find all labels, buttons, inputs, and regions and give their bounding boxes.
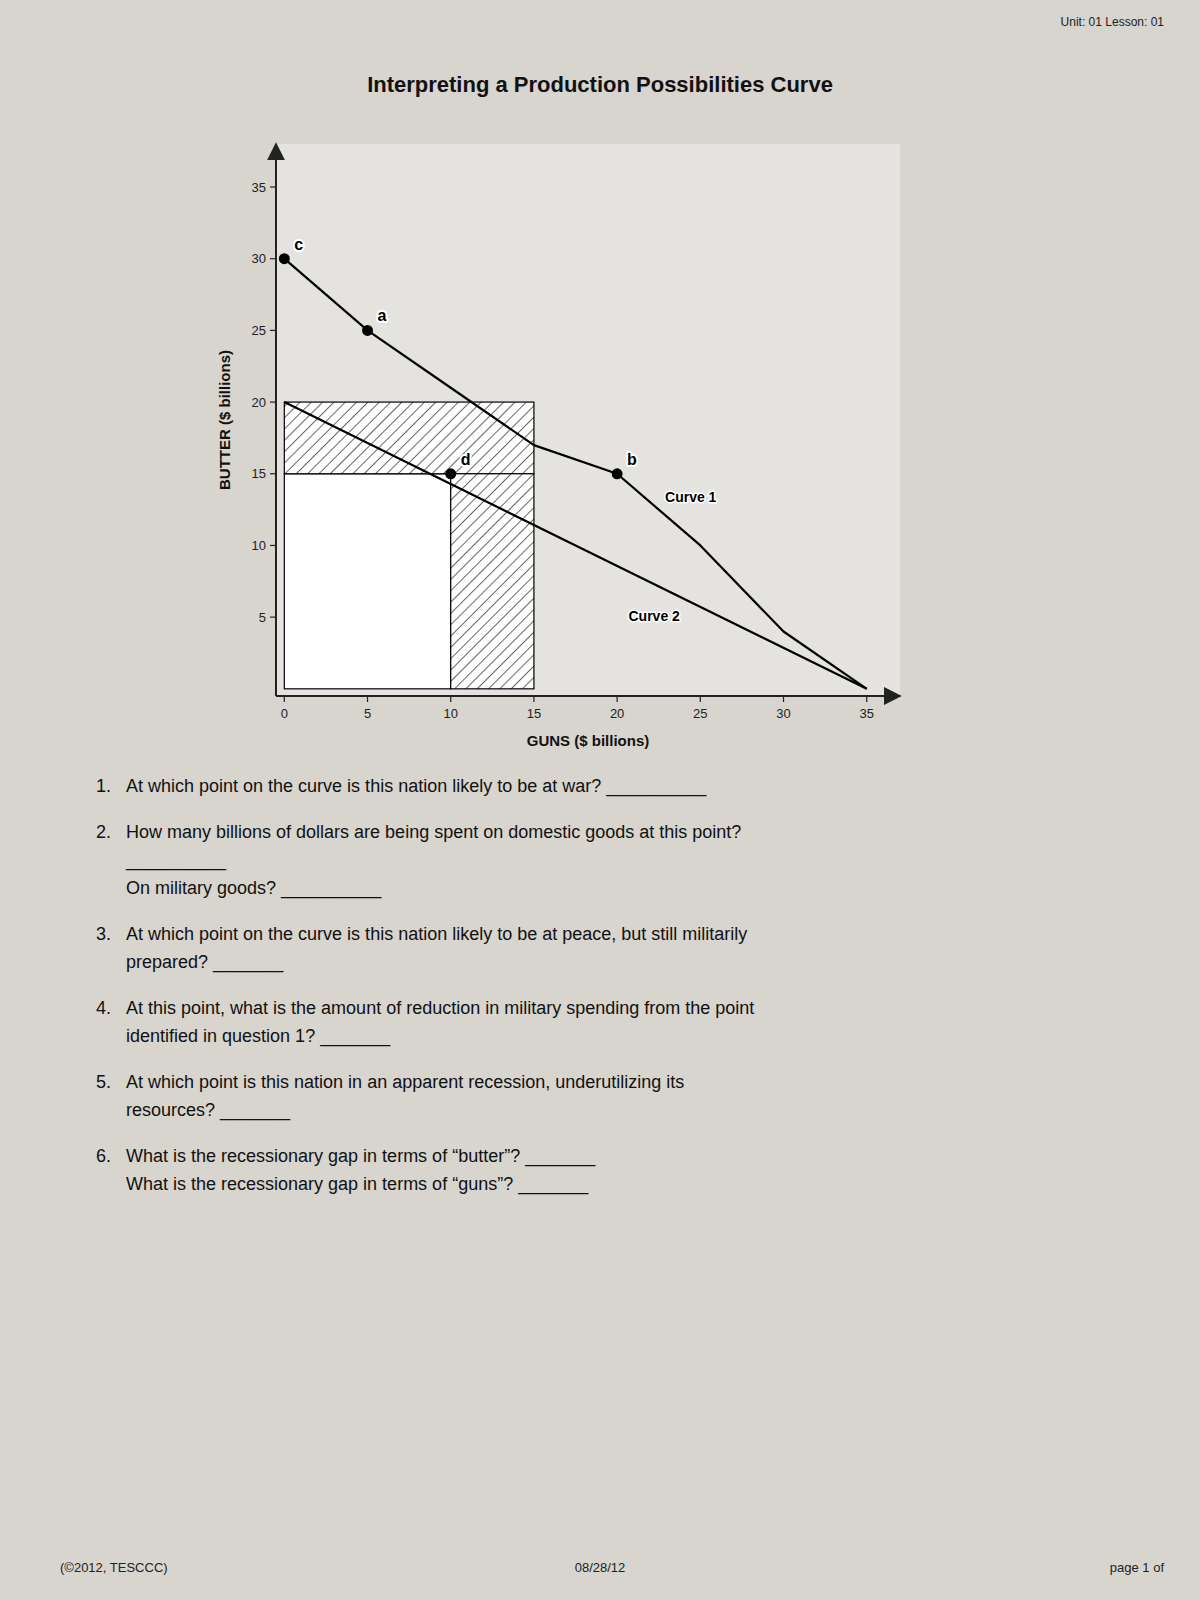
x-tick-label: 35 (859, 706, 873, 721)
x-axis-label: GUNS ($ billions) (527, 732, 650, 749)
y-tick (270, 330, 276, 331)
question-text: resources? _______ (126, 1100, 291, 1121)
plot-background (276, 144, 900, 696)
question-number: 5. (96, 1072, 111, 1092)
curve-label: Curve 1 (665, 489, 717, 505)
question-number: 2. (96, 822, 111, 842)
question-text: What is the recessionary gap in terms of… (126, 1146, 596, 1167)
curve (284, 259, 866, 689)
point-label: b (627, 451, 637, 468)
question-number: 3. (96, 924, 111, 944)
y-tick (270, 617, 276, 618)
curve-label: Curve 2 (628, 608, 680, 624)
x-tick (866, 696, 867, 702)
question-text: At this point, what is the amount of red… (126, 998, 754, 1018)
point (445, 468, 456, 479)
question-text: identified in question 1? _______ (126, 1026, 391, 1047)
y-tick-label: 15 (252, 466, 266, 481)
header: Unit: 01 Lesson: 01 (1061, 15, 1165, 29)
x-tick-label: 30 (776, 706, 790, 721)
x-tick (700, 696, 701, 702)
y-tick-label: 30 (252, 251, 266, 266)
question-number: 4. (96, 998, 111, 1018)
hatched-region (451, 474, 534, 689)
point-label: c (294, 236, 303, 253)
plain-region (284, 474, 450, 689)
x-tick (533, 696, 534, 702)
footer-left: (©2012, TESCCC) (60, 1560, 168, 1575)
y-axis-label: BUTTER ($ billions) (216, 350, 233, 490)
question-text: What is the recessionary gap in terms of… (126, 1174, 589, 1195)
question-number: 6. (96, 1146, 111, 1166)
point-label: a (378, 307, 387, 324)
question-text: prepared? _______ (126, 952, 284, 973)
point-label: d (461, 451, 471, 468)
point (612, 468, 623, 479)
y-tick (270, 401, 276, 402)
question-text: At which point on the curve is this nati… (126, 924, 747, 944)
page-background (0, 0, 1200, 1600)
y-tick (270, 545, 276, 546)
x-tick-label: 25 (693, 706, 707, 721)
y-tick-label: 20 (252, 395, 266, 410)
y-axis-line (275, 144, 277, 696)
y-tick-label: 25 (252, 323, 266, 338)
footer-center: 08/28/12 (575, 1560, 626, 1575)
x-axis-line (276, 695, 900, 697)
x-tick-label: 20 (610, 706, 624, 721)
curve (284, 402, 866, 689)
y-tick-label: 5 (259, 610, 266, 625)
page: Unit: 01 Lesson: 01 Interpreting a Produc… (0, 0, 1200, 1600)
plot-data (279, 253, 867, 689)
point (362, 325, 373, 336)
x-tick-label: 0 (281, 706, 288, 721)
question-number: 1. (96, 776, 111, 796)
question-text: On military goods? __________ (126, 878, 382, 899)
question-text: At which point is this nation in an appa… (126, 1072, 684, 1092)
y-tick (270, 258, 276, 259)
x-tick-label: 10 (443, 706, 457, 721)
x-tick (783, 696, 784, 702)
y-tick (270, 473, 276, 474)
x-tick (450, 696, 451, 702)
y-tick (270, 186, 276, 187)
footer-right: page 1 of (1110, 1560, 1165, 1575)
question-text: __________ (125, 850, 227, 871)
question-text: At which point on the curve is this nati… (126, 776, 707, 797)
y-tick-label: 35 (252, 180, 266, 195)
x-tick-label: 5 (364, 706, 371, 721)
point (279, 253, 290, 264)
x-tick (617, 696, 618, 702)
y-tick-label: 10 (252, 538, 266, 553)
question-text: How many billions of dollars are being s… (126, 822, 741, 842)
title: Interpreting a Production Possibilities … (367, 72, 833, 97)
x-tick-label: 15 (527, 706, 541, 721)
x-tick (367, 696, 368, 702)
x-tick (284, 696, 285, 702)
